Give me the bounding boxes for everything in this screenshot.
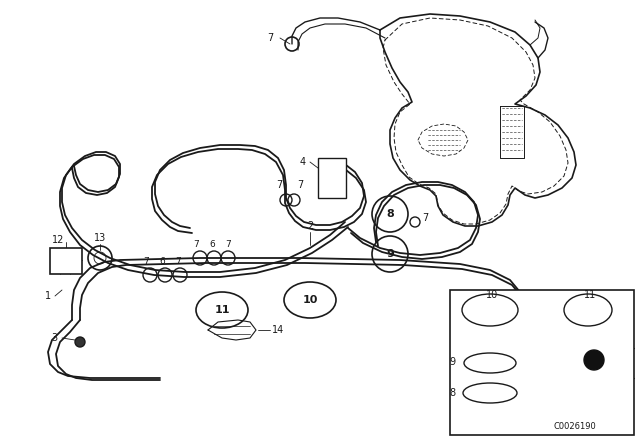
Text: 2: 2 bbox=[307, 221, 313, 231]
Text: 7: 7 bbox=[193, 240, 199, 249]
Text: 7: 7 bbox=[267, 33, 273, 43]
Text: 7: 7 bbox=[276, 180, 282, 190]
Circle shape bbox=[75, 337, 85, 347]
Text: 12: 12 bbox=[52, 235, 64, 245]
Circle shape bbox=[584, 350, 604, 370]
Text: 10: 10 bbox=[486, 290, 498, 300]
Bar bbox=[318, 158, 346, 198]
Text: 7: 7 bbox=[225, 240, 231, 249]
Text: 6: 6 bbox=[159, 257, 165, 266]
Text: 1: 1 bbox=[45, 291, 51, 301]
Text: 7: 7 bbox=[143, 257, 149, 266]
Text: 3: 3 bbox=[51, 333, 57, 343]
Text: 9: 9 bbox=[386, 249, 394, 259]
Text: 6: 6 bbox=[209, 240, 215, 249]
Bar bbox=[50, 248, 82, 274]
Text: 14: 14 bbox=[272, 325, 284, 335]
Text: 5: 5 bbox=[487, 303, 493, 313]
Text: 8: 8 bbox=[449, 388, 455, 398]
Text: 7: 7 bbox=[297, 180, 303, 190]
Text: 7: 7 bbox=[175, 257, 181, 266]
Text: 10: 10 bbox=[302, 295, 317, 305]
Text: 8: 8 bbox=[386, 209, 394, 219]
Text: 13: 13 bbox=[94, 233, 106, 243]
Text: 9: 9 bbox=[449, 357, 455, 367]
Text: 4: 4 bbox=[300, 157, 306, 167]
Text: 11: 11 bbox=[214, 305, 230, 315]
Text: 7: 7 bbox=[422, 213, 428, 223]
Text: 11: 11 bbox=[584, 290, 596, 300]
Text: C0026190: C0026190 bbox=[554, 422, 596, 431]
Bar bbox=[450, 290, 634, 435]
